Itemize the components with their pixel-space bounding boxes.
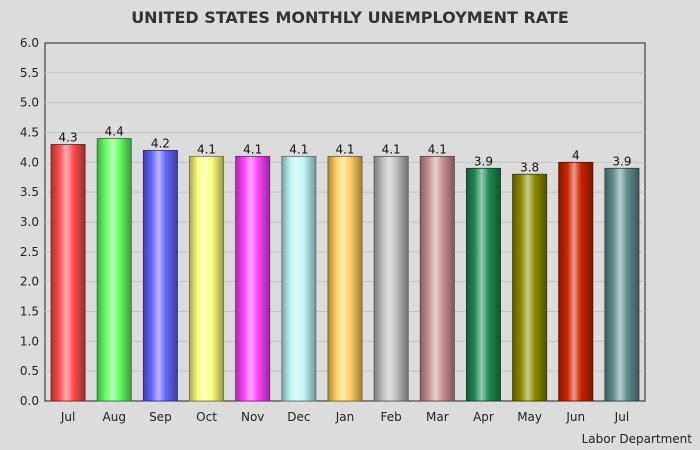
x-tick-label: Jan: [335, 410, 355, 424]
data-label: 3.8: [520, 160, 539, 174]
bar: [512, 173, 548, 402]
bar: [96, 138, 132, 402]
bar: [604, 167, 640, 402]
bar: [465, 167, 501, 402]
x-tick-label: Jul: [614, 410, 629, 424]
bar: [235, 155, 271, 402]
y-tick-label: 3.5: [20, 185, 39, 199]
bar: [281, 155, 317, 402]
bar: [419, 155, 455, 402]
x-tick-label: Nov: [241, 410, 264, 424]
x-tick-label: Sep: [149, 410, 172, 424]
x-tick-label: Jul: [60, 410, 75, 424]
data-label: 3.9: [474, 154, 493, 168]
bar: [558, 161, 594, 402]
x-tick-label: Jun: [565, 410, 585, 424]
y-tick-label: 5.5: [20, 66, 39, 80]
bar: [50, 144, 86, 402]
y-tick-label: 6.0: [20, 36, 39, 50]
x-tick-label: Dec: [287, 410, 310, 424]
bar: [327, 155, 363, 402]
data-label: 4.4: [105, 124, 124, 138]
y-tick-label: 1.0: [20, 334, 39, 348]
y-tick-label: 0.0: [20, 394, 39, 408]
y-tick-label: 0.5: [20, 364, 39, 378]
data-label: 4.1: [243, 142, 262, 156]
x-tick-label: Oct: [196, 410, 217, 424]
data-label: 4.2: [151, 136, 170, 150]
data-label: 4.3: [59, 130, 78, 144]
data-label: 4.1: [428, 142, 447, 156]
bar: [142, 149, 178, 402]
chart-title: UNITED STATES MONTHLY UNEMPLOYMENT RATE: [131, 8, 569, 27]
data-label: 3.9: [612, 154, 631, 168]
data-label: 4.1: [335, 142, 354, 156]
y-tick-label: 4.5: [20, 126, 39, 140]
data-label: 4.1: [289, 142, 308, 156]
bar: [373, 155, 409, 402]
x-tick-label: Mar: [426, 410, 449, 424]
y-tick-label: 4.0: [20, 155, 39, 169]
x-tick-label: Aug: [103, 410, 126, 424]
x-tick-label: Feb: [381, 410, 402, 424]
x-tick-label: Apr: [473, 410, 494, 424]
y-tick-label: 2.5: [20, 245, 39, 259]
source-label: Labor Department: [581, 432, 692, 446]
y-tick-label: 5.0: [20, 96, 39, 110]
y-tick-label: 1.5: [20, 305, 39, 319]
x-tick-label: May: [517, 410, 542, 424]
y-tick-label: 3.0: [20, 215, 39, 229]
bar: [189, 155, 225, 402]
data-label: 4: [572, 148, 580, 162]
y-tick-label: 2.0: [20, 275, 39, 289]
data-label: 4.1: [197, 142, 216, 156]
data-label: 4.1: [382, 142, 401, 156]
